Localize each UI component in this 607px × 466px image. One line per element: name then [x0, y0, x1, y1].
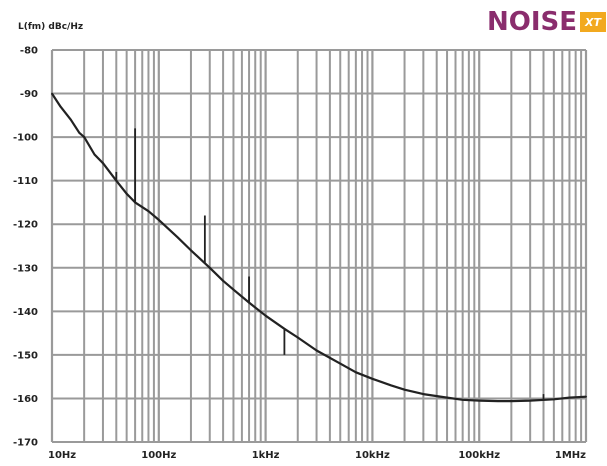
y-tick-label: -80 — [20, 46, 38, 57]
brand-logo: NOISE XT — [487, 6, 607, 38]
x-tick-label: 1kHz — [252, 450, 280, 461]
horizontal-grid — [52, 49, 586, 443]
y-tick-label: -100 — [13, 133, 38, 144]
series-point — [315, 349, 318, 352]
y-tick-labels: -80 -90 -100 -110 -120 -130 -140 -150 -160 -170 — [13, 46, 38, 449]
series-point — [585, 395, 587, 398]
x-tick-label: 10kHz — [355, 450, 390, 461]
series-point — [190, 249, 192, 252]
series-point — [102, 162, 104, 165]
x-tick-label: 1MHz — [555, 450, 586, 461]
y-tick-label: -110 — [13, 176, 38, 187]
series-point — [147, 210, 150, 213]
y-tick-label: -130 — [13, 263, 38, 274]
series-point — [529, 399, 532, 402]
x-tick-labels: 10Hz 100Hz 1kHz 10kHz 100kHz 1MHz — [48, 450, 586, 461]
series-point — [510, 400, 513, 402]
series-point — [157, 218, 160, 221]
series-layer — [51, 92, 587, 403]
series-point — [59, 105, 62, 108]
series-point — [69, 118, 72, 121]
series-point — [403, 388, 406, 391]
series-point — [446, 396, 448, 399]
series-point — [232, 288, 235, 291]
series-point — [461, 398, 464, 401]
series-point — [93, 153, 96, 156]
series-point — [83, 136, 86, 139]
plot-background — [52, 50, 586, 442]
series-point — [222, 279, 225, 282]
y-tick-label: -160 — [13, 394, 38, 405]
series-point — [478, 399, 481, 402]
series-point — [339, 362, 342, 365]
y-tick-label: -120 — [13, 220, 38, 231]
x-tick-label: 10Hz — [48, 450, 76, 461]
series-point — [125, 192, 128, 195]
series-point — [176, 236, 179, 239]
series-point — [371, 377, 374, 380]
series-point — [568, 396, 571, 399]
y-tick-label: -140 — [13, 307, 38, 318]
x-tick-label: 100Hz — [141, 450, 176, 461]
y-tick-label: -150 — [13, 350, 38, 361]
y-axis-title: L(fm) dBc/Hz — [18, 22, 83, 32]
series-point — [422, 393, 425, 395]
series-point — [296, 336, 299, 339]
series-point — [264, 314, 267, 317]
y-tick-label: -90 — [20, 89, 38, 100]
series-point — [354, 371, 357, 374]
series-point — [208, 266, 211, 269]
series-point — [78, 131, 81, 134]
series-point — [390, 384, 393, 387]
y-tick-label: -170 — [13, 438, 38, 449]
series-point — [552, 398, 555, 401]
series-point — [51, 92, 53, 95]
brand-name: NOISE — [487, 7, 578, 37]
series-point — [497, 400, 499, 402]
vertical-grid — [50, 50, 588, 442]
brand-badge: XT — [580, 12, 607, 32]
x-tick-label: 100kHz — [458, 450, 500, 461]
